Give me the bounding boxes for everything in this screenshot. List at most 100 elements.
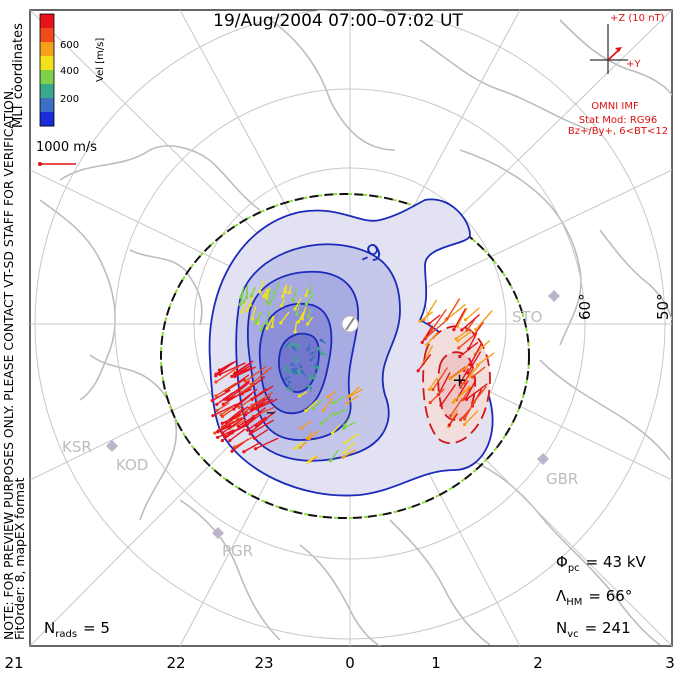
svg-text:ΛHM= 66°: ΛHM = 66° — [556, 587, 632, 608]
vector-line — [251, 418, 268, 433]
vector-line — [425, 320, 446, 339]
vector-origin — [213, 431, 217, 435]
vector-line — [243, 441, 261, 453]
vector-origin — [467, 347, 471, 351]
vector-origin — [307, 384, 311, 389]
velocity-vectors — [210, 280, 495, 464]
vector-origin — [420, 340, 424, 344]
vector-origin — [326, 395, 330, 399]
vector-origin — [211, 414, 215, 418]
vector-line — [458, 332, 478, 349]
vector-line — [476, 352, 495, 366]
vector-line — [259, 280, 265, 293]
vector-origin — [308, 377, 312, 381]
vector-line — [266, 288, 272, 303]
vector-line — [312, 399, 323, 410]
vector-origin — [309, 358, 313, 362]
stat-lambda-hm: ΛHM = 66° — [556, 587, 632, 608]
vector-origin — [292, 346, 296, 350]
vector-origin — [462, 422, 467, 427]
fit-order-note: FitOrder: 8, mapEX format — [12, 477, 27, 640]
vector-origin — [331, 401, 336, 405]
vector-origin — [236, 424, 240, 428]
lat-label-60: 60° — [576, 293, 594, 320]
vector-line — [449, 364, 470, 380]
vector-origin — [252, 436, 257, 440]
vector-line — [445, 304, 466, 321]
vector-line — [229, 419, 247, 430]
mlt-tick-22: 22 — [166, 654, 185, 672]
vector-line — [240, 286, 245, 298]
vector-origin — [427, 387, 431, 391]
vector-origin — [439, 403, 443, 407]
vector-origin — [456, 339, 460, 343]
vector-line — [235, 388, 258, 407]
vector-origin — [220, 438, 224, 443]
station-marker-sto — [548, 290, 560, 302]
imf-source: OMNI IMF — [591, 101, 639, 112]
vector-origin — [306, 315, 311, 319]
vector-line — [245, 284, 249, 299]
vector-origin — [245, 308, 249, 312]
vector-line — [282, 286, 286, 298]
vector-origin — [222, 397, 227, 401]
vector-origin — [304, 293, 308, 298]
stat-n-vc: Nvc = 241 — [556, 619, 631, 640]
vector-line — [428, 377, 438, 391]
vector-origin — [220, 431, 225, 435]
vector-line — [461, 387, 471, 401]
vector-origin — [224, 420, 228, 424]
vector-line — [235, 365, 251, 376]
velocity-colorbar — [40, 14, 54, 127]
vector-origin — [254, 424, 259, 428]
vector-origin — [300, 317, 304, 321]
vector-line — [459, 408, 471, 421]
vector-line — [215, 382, 237, 397]
station-marker-ksr — [106, 440, 118, 452]
vector-origin — [216, 429, 220, 434]
vector-origin — [249, 294, 253, 298]
vector-line — [215, 364, 232, 377]
vector-line — [331, 424, 340, 434]
vector-line — [465, 383, 488, 401]
vector-origin — [308, 290, 312, 295]
vector-origin — [329, 459, 333, 463]
vector-line — [417, 354, 432, 372]
imf-axis-y: +Y — [626, 59, 641, 70]
vector-line — [236, 405, 254, 419]
vector-origin — [422, 318, 426, 322]
vector-line — [225, 378, 246, 392]
vector-line — [280, 311, 290, 324]
vector-line — [229, 428, 246, 442]
svg-text:Φpc= 43 kV: Φpc = 43 kV — [556, 553, 647, 574]
vector-origin — [474, 327, 478, 332]
vector-origin — [297, 394, 302, 398]
vector-line — [233, 436, 254, 448]
vector-origin — [249, 382, 253, 386]
vector-origin — [293, 447, 297, 451]
vector-line — [227, 380, 250, 398]
vector-origin — [465, 328, 469, 332]
vector-origin — [265, 326, 269, 330]
station-marker-pgr — [212, 527, 224, 539]
vector-origin — [299, 365, 303, 369]
vector-line — [255, 411, 276, 427]
vector-line — [246, 416, 267, 431]
colorbar-label: Vel [m/s] — [95, 38, 106, 82]
vector-line — [463, 369, 473, 384]
vector-line — [250, 366, 272, 385]
vector-origin — [294, 371, 298, 375]
vector-line — [292, 288, 298, 302]
vector-line — [449, 366, 466, 380]
vector-origin — [220, 421, 224, 425]
vector-line — [305, 399, 318, 412]
imf-axis-z: +Z (10 nT) — [610, 13, 665, 24]
vector-origin — [287, 380, 291, 384]
vector-origin — [452, 328, 456, 332]
vector-origin — [312, 376, 316, 380]
vector-origin — [265, 300, 269, 304]
vector-line — [216, 429, 235, 439]
vector-origin — [316, 366, 320, 370]
vector-origin — [458, 381, 463, 385]
vector-origin — [300, 370, 304, 374]
